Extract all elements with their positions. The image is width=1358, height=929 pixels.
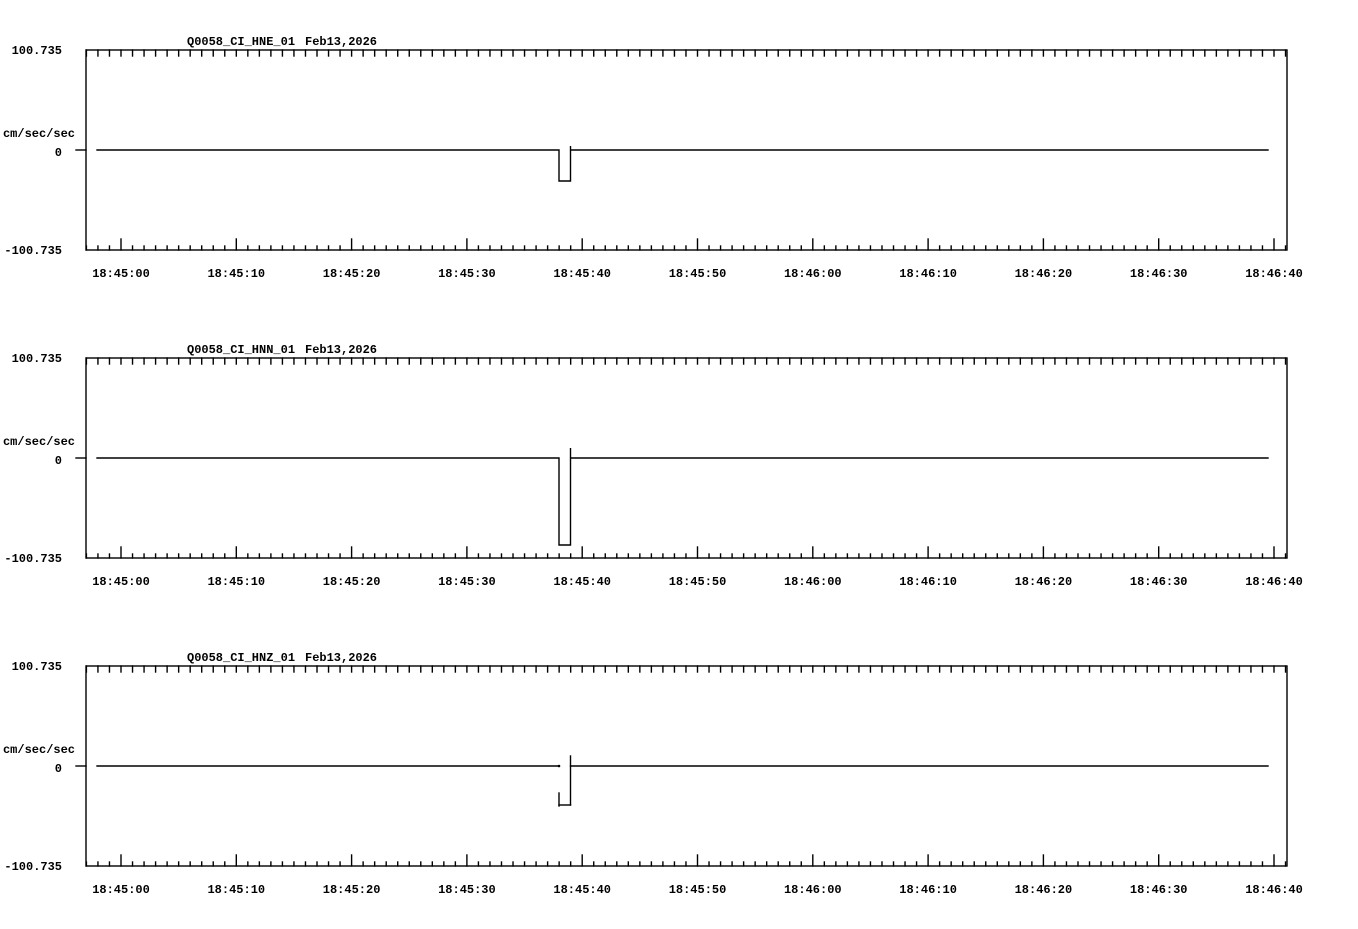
svg-text:Feb13,2026: Feb13,2026 [305,343,377,357]
svg-text:Q0058_CI_HNE_01: Q0058_CI_HNE_01 [187,35,295,49]
svg-text:18:45:20: 18:45:20 [323,883,381,897]
svg-text:18:46:10: 18:46:10 [899,267,957,281]
svg-text:18:46:20: 18:46:20 [1015,575,1073,589]
svg-text:18:46:20: 18:46:20 [1015,883,1073,897]
svg-text:18:46:20: 18:46:20 [1015,267,1073,281]
svg-text:18:45:50: 18:45:50 [669,575,727,589]
svg-text:18:46:00: 18:46:00 [784,575,842,589]
svg-text:18:46:00: 18:46:00 [784,883,842,897]
svg-text:-100.735: -100.735 [4,860,62,874]
svg-text:Feb13,2026: Feb13,2026 [305,35,377,49]
svg-text:18:46:30: 18:46:30 [1130,883,1188,897]
svg-text:18:45:20: 18:45:20 [323,575,381,589]
svg-text:18:46:30: 18:46:30 [1130,575,1188,589]
svg-text:18:45:30: 18:45:30 [438,267,496,281]
svg-text:Q0058_CI_HNN_01: Q0058_CI_HNN_01 [187,343,295,357]
svg-text:18:45:10: 18:45:10 [207,883,265,897]
svg-text:-100.735: -100.735 [4,552,62,566]
svg-text:18:45:50: 18:45:50 [669,267,727,281]
svg-text:cm/sec/sec: cm/sec/sec [3,127,75,141]
svg-text:18:45:40: 18:45:40 [553,575,611,589]
svg-text:18:45:30: 18:45:30 [438,575,496,589]
svg-text:18:45:20: 18:45:20 [323,267,381,281]
svg-text:18:46:40: 18:46:40 [1245,575,1303,589]
svg-text:0: 0 [55,146,62,160]
svg-text:cm/sec/sec: cm/sec/sec [3,743,75,757]
svg-text:18:45:50: 18:45:50 [669,883,727,897]
svg-text:18:45:40: 18:45:40 [553,267,611,281]
svg-text:18:45:00: 18:45:00 [92,575,150,589]
svg-text:0: 0 [55,762,62,776]
svg-text:-100.735: -100.735 [4,244,62,258]
svg-text:18:46:00: 18:46:00 [784,267,842,281]
svg-text:18:45:10: 18:45:10 [207,267,265,281]
svg-text:Feb13,2026: Feb13,2026 [305,651,377,665]
svg-text:18:45:10: 18:45:10 [207,575,265,589]
svg-text:Q0058_CI_HNZ_01: Q0058_CI_HNZ_01 [187,651,295,665]
svg-text:18:46:10: 18:46:10 [899,883,957,897]
svg-text:18:45:30: 18:45:30 [438,883,496,897]
svg-text:18:46:40: 18:46:40 [1245,267,1303,281]
svg-text:18:45:00: 18:45:00 [92,883,150,897]
svg-text:18:46:30: 18:46:30 [1130,267,1188,281]
svg-text:100.735: 100.735 [12,44,62,58]
svg-text:18:45:00: 18:45:00 [92,267,150,281]
svg-text:0: 0 [55,454,62,468]
svg-text:18:46:10: 18:46:10 [899,575,957,589]
svg-text:100.735: 100.735 [12,352,62,366]
svg-text:cm/sec/sec: cm/sec/sec [3,435,75,449]
svg-text:18:45:40: 18:45:40 [553,883,611,897]
svg-text:18:46:40: 18:46:40 [1245,883,1303,897]
svg-text:100.735: 100.735 [12,660,62,674]
